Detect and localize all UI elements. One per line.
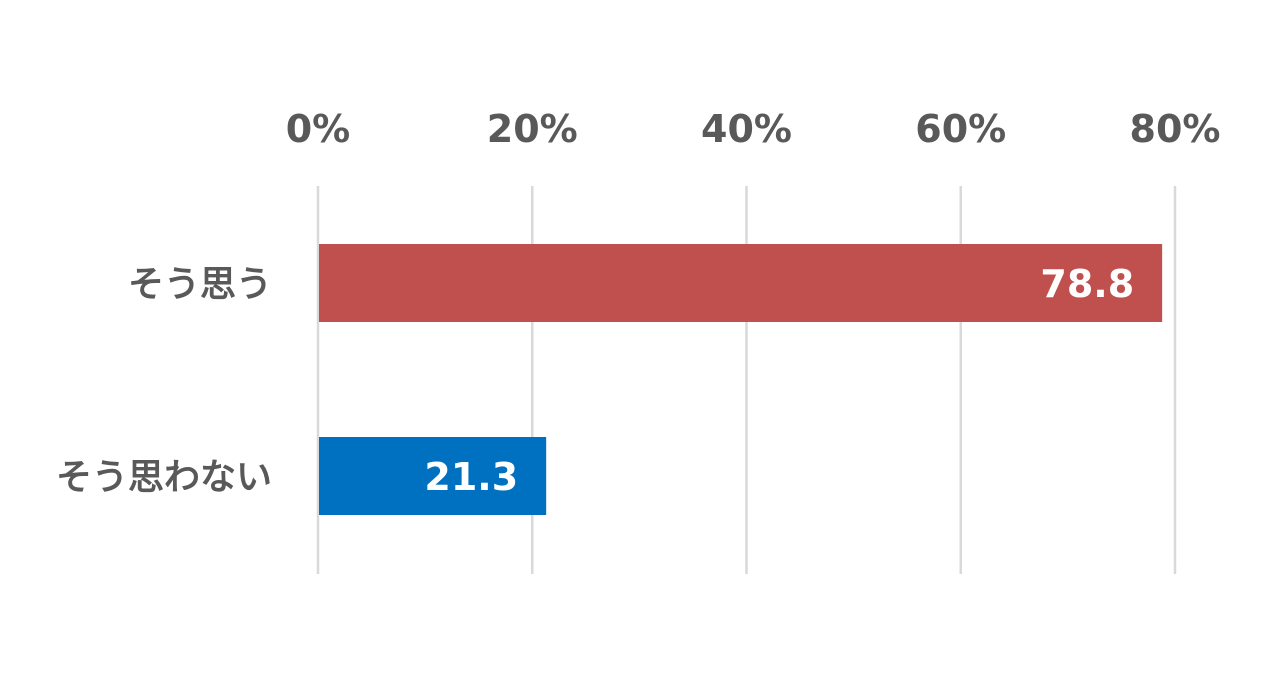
x-tick-label-20: 20%	[487, 107, 578, 151]
data-label-0: 78.8	[1040, 262, 1134, 306]
x-tick-label-40: 40%	[701, 107, 792, 151]
bar-0	[319, 244, 1163, 322]
x-tick-label-80: 80%	[1130, 107, 1221, 151]
bars	[319, 244, 1163, 515]
x-tick-label-0: 0%	[286, 107, 351, 151]
data-label-1: 21.3	[424, 455, 518, 499]
category-label-0: そう思う	[128, 264, 272, 305]
data-labels: 78.8 21.3	[424, 262, 1134, 499]
x-axis-tick-labels: 0% 20% 40% 60% 80%	[286, 107, 1221, 151]
category-label-1: そう思わない	[56, 457, 272, 498]
x-tick-label-60: 60%	[915, 107, 1006, 151]
bar-1	[319, 437, 547, 515]
